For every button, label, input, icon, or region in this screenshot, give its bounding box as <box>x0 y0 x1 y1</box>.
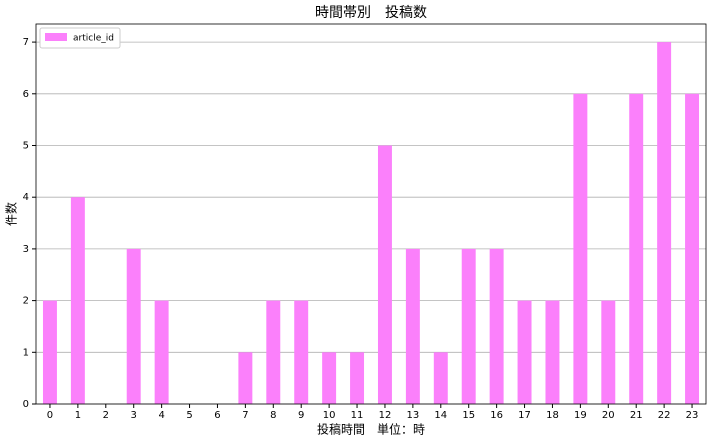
y-tick-label: 0 <box>23 399 29 410</box>
x-tick-label: 5 <box>186 410 192 421</box>
x-tick-label: 23 <box>686 410 699 421</box>
x-tick-label: 21 <box>630 410 643 421</box>
y-tick-label: 6 <box>23 89 29 100</box>
y-tick-label: 3 <box>23 244 29 255</box>
bar <box>377 145 392 405</box>
bar <box>266 300 281 404</box>
bar <box>350 352 365 404</box>
x-tick-label: 16 <box>490 410 503 421</box>
x-tick-label: 20 <box>602 410 615 421</box>
x-tick-label: 7 <box>242 410 248 421</box>
chart-title: 時間帯別 投稿数 <box>315 5 427 21</box>
y-tick-label: 7 <box>23 37 29 48</box>
legend-swatch <box>45 33 67 41</box>
x-tick-label: 13 <box>407 410 420 421</box>
bar <box>461 248 476 404</box>
x-tick-label: 6 <box>214 410 220 421</box>
y-tick-label: 5 <box>23 140 29 151</box>
x-tick-label: 9 <box>298 410 304 421</box>
bar <box>545 300 560 404</box>
bar <box>489 248 504 404</box>
bar <box>433 352 448 404</box>
x-tick-label: 18 <box>546 410 559 421</box>
bar <box>573 93 588 404</box>
x-tick-label: 22 <box>658 410 671 421</box>
x-axis-label: 投稿時間 単位：時 <box>317 422 425 437</box>
x-tick-label: 10 <box>323 410 336 421</box>
x-tick-label: 15 <box>462 410 475 421</box>
x-tick-label: 8 <box>270 410 276 421</box>
bar <box>42 300 57 404</box>
bar <box>629 93 644 404</box>
y-axis-label: 件数 <box>4 202 19 226</box>
bar <box>685 93 700 404</box>
x-tick-label: 2 <box>103 410 109 421</box>
bar <box>657 42 672 404</box>
x-tick-label: 3 <box>131 410 137 421</box>
bar <box>601 300 616 404</box>
y-tick-label: 2 <box>23 296 29 307</box>
bar <box>70 197 85 404</box>
x-tick-label: 17 <box>518 410 531 421</box>
x-tick-label: 1 <box>75 410 81 421</box>
x-tick-label: 4 <box>158 410 164 421</box>
bar <box>154 300 169 404</box>
plot-frame <box>35 23 707 405</box>
x-tick-label: 14 <box>434 410 447 421</box>
legend-label: article_id <box>73 34 114 44</box>
x-tick-label: 12 <box>379 410 392 421</box>
bar <box>126 248 141 404</box>
x-tick-label: 0 <box>47 410 53 421</box>
bar <box>517 300 532 404</box>
bar <box>238 352 253 404</box>
y-tick-label: 4 <box>23 192 29 203</box>
x-tick-label: 19 <box>574 410 587 421</box>
bar <box>294 300 309 404</box>
bar <box>322 352 337 404</box>
x-tick-label: 11 <box>351 410 364 421</box>
y-tick-label: 1 <box>23 347 29 358</box>
bar <box>405 248 420 404</box>
